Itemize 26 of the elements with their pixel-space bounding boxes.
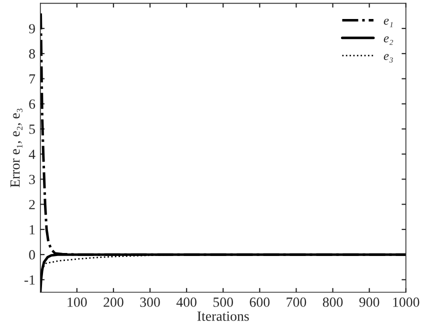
y-tick-label: 1 bbox=[30, 225, 35, 234]
y-tick-label: 6 bbox=[29, 99, 36, 109]
y-tick-label: 0 bbox=[29, 250, 35, 260]
y-axis-title: Error e₁, e₂, e₃ bbox=[10, 108, 22, 188]
x-tick-label: 200 bbox=[104, 298, 124, 307]
x-axis-title: Iterations bbox=[197, 312, 249, 321]
y-tick-label: 5 bbox=[29, 124, 35, 134]
y-tick-label: 3 bbox=[29, 174, 35, 184]
x-tick-label: 300 bbox=[140, 298, 160, 307]
legend-label: e₃ bbox=[384, 54, 393, 63]
x-tick-label: 1000 bbox=[393, 298, 420, 307]
y-tick-label: 7 bbox=[29, 74, 36, 84]
x-tick-label: 700 bbox=[286, 298, 306, 307]
y-tick-label: -1 bbox=[24, 275, 35, 285]
y-tick-label: 2 bbox=[29, 200, 35, 210]
x-tick-label: 500 bbox=[214, 298, 234, 307]
y-tick-label: 8 bbox=[29, 49, 35, 59]
x-tick-label: 800 bbox=[322, 298, 343, 307]
legend-label: e₂ bbox=[384, 36, 394, 45]
x-tick-label: 100 bbox=[68, 298, 87, 307]
x-tick-label: 600 bbox=[250, 298, 270, 307]
y-tick-label: 4 bbox=[28, 150, 36, 159]
x-tick-label: 900 bbox=[359, 298, 380, 307]
y-tick-label: 9 bbox=[29, 24, 35, 34]
x-tick-label: 400 bbox=[176, 298, 196, 307]
legend-label: e₁ bbox=[384, 18, 393, 28]
